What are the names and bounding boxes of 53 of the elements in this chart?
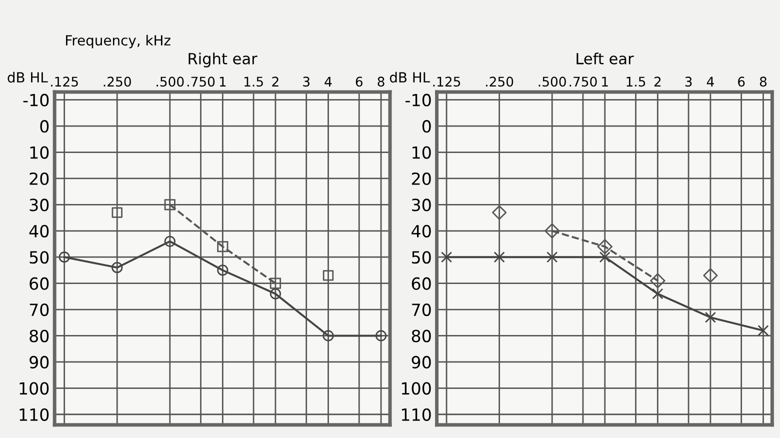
x-tick-label: 1.5 <box>626 76 646 87</box>
y-tick-label: 100 <box>402 382 431 395</box>
x-tick-label: 1 <box>220 76 226 86</box>
x-tick-label: .125 <box>51 76 78 87</box>
y-tick-label: 60 <box>30 277 49 290</box>
y-tick-label: 30 <box>30 198 49 212</box>
x-tick-label: .125 <box>433 76 460 87</box>
y-tick-label: 80 <box>412 330 431 342</box>
y-tick-label: 80 <box>30 330 49 342</box>
x-tick-label: .750 <box>570 76 597 87</box>
y-tick-label: 70 <box>412 303 431 316</box>
y-tick-label: 0 <box>422 120 431 133</box>
y-tick-label: 110 <box>20 408 49 421</box>
y-tick-label: 50 <box>412 251 431 264</box>
y-tick-label: 0 <box>40 120 49 133</box>
y-tick-label: 50 <box>30 251 49 264</box>
y-tick-label: -10 <box>23 94 49 106</box>
y-tick-label: 10 <box>412 146 431 159</box>
x-tick-label: 6 <box>356 76 362 87</box>
y-tick-label: 90 <box>30 356 49 369</box>
x-tick-label: 8 <box>760 76 767 87</box>
y-tick-label: 60 <box>412 277 431 290</box>
x-tick-label: .500 <box>156 76 184 87</box>
x-axis-title: Frequency, kHz <box>66 34 170 48</box>
y-axis-title: dB HL <box>8 72 48 83</box>
chart-title: Right ear <box>188 52 258 68</box>
x-tick-label: 2 <box>654 76 661 86</box>
y-axis-title: dB HL <box>390 72 430 83</box>
x-tick-label: 1 <box>602 76 608 86</box>
x-tick-label: 8 <box>378 76 384 87</box>
y-tick-label: 70 <box>30 303 49 316</box>
y-tick-label: 40 <box>29 224 49 238</box>
x-tick-label: .750 <box>187 76 215 87</box>
y-tick-label: 30 <box>412 198 431 212</box>
y-tick-label: -10 <box>406 94 431 106</box>
x-tick-label: 2 <box>272 76 278 86</box>
x-tick-label: 6 <box>738 76 745 87</box>
chart-title: Left ear <box>576 52 634 64</box>
x-tick-label: 4 <box>324 76 332 86</box>
x-tick-label: 3 <box>685 76 692 87</box>
y-tick-label: 110 <box>402 408 431 421</box>
x-tick-label: .250 <box>486 76 514 87</box>
y-tick-label: 10 <box>30 146 49 159</box>
x-tick-label: .250 <box>104 76 131 87</box>
y-tick-label: 20 <box>412 172 431 186</box>
y-tick-label: 90 <box>412 356 431 369</box>
y-tick-label: 100 <box>20 382 49 395</box>
y-tick-label: 40 <box>412 224 431 238</box>
x-tick-label: .500 <box>538 76 566 87</box>
x-tick-label: 4 <box>706 76 714 86</box>
x-tick-label: 3 <box>303 76 310 87</box>
y-tick-label: 20 <box>30 172 49 186</box>
x-tick-label: 1.5 <box>244 76 263 87</box>
